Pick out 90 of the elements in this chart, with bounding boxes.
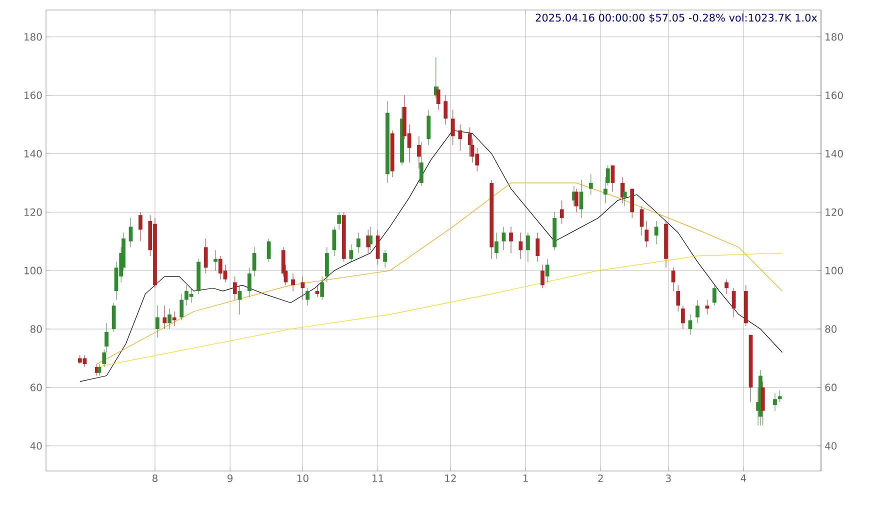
y2-tick-label: 120 bbox=[24, 208, 42, 216]
y-tick-label: 100 bbox=[826, 266, 843, 274]
candlestick bbox=[681, 305, 685, 330]
candlestick bbox=[252, 246, 256, 277]
y-tick-label: 160 bbox=[826, 92, 843, 100]
candlestick bbox=[536, 232, 540, 262]
candlestick bbox=[180, 294, 184, 321]
candlestick bbox=[325, 246, 329, 283]
candlestick bbox=[509, 226, 513, 254]
candlestick bbox=[315, 284, 320, 298]
line-series bbox=[96, 182, 783, 364]
candlestick bbox=[560, 200, 564, 224]
candlestick bbox=[778, 390, 782, 402]
y2-tick-label: 180 bbox=[24, 33, 42, 41]
x-tick-label: 12 bbox=[445, 474, 456, 482]
candlestick bbox=[696, 300, 700, 324]
candlestick bbox=[526, 232, 530, 262]
candlestick bbox=[579, 180, 584, 218]
x-tick-label: 8 bbox=[152, 474, 158, 482]
candlestick bbox=[248, 267, 252, 298]
y2-tick-label: 140 bbox=[24, 150, 42, 158]
candlestick bbox=[458, 124, 462, 152]
candlestick bbox=[712, 284, 716, 306]
candlestick bbox=[368, 226, 372, 250]
candlestick bbox=[630, 188, 634, 218]
candlestick bbox=[266, 238, 271, 262]
candlestick bbox=[724, 279, 728, 294]
candlestick bbox=[426, 110, 431, 146]
x-tick-label: 1 bbox=[523, 474, 528, 482]
candlestick bbox=[676, 284, 680, 312]
candlestick bbox=[705, 300, 710, 315]
candlestick bbox=[214, 250, 218, 271]
candlestick bbox=[155, 305, 160, 338]
candlestick bbox=[383, 250, 388, 268]
candlestick bbox=[291, 273, 295, 292]
candlestick bbox=[97, 364, 102, 376]
candlestick bbox=[332, 226, 336, 256]
candlestick bbox=[238, 284, 242, 315]
candlestick bbox=[376, 229, 380, 265]
candlestick bbox=[349, 244, 354, 262]
candlestick bbox=[654, 220, 658, 245]
candlestick bbox=[494, 232, 498, 260]
candlestick bbox=[574, 188, 578, 212]
candlestick bbox=[337, 212, 341, 230]
y-tick-label: 80 bbox=[825, 325, 837, 333]
candlestick bbox=[436, 86, 440, 110]
candlestick bbox=[417, 136, 421, 169]
x-tick-label: 9 bbox=[228, 474, 233, 482]
y-tick-label: 120 bbox=[826, 208, 843, 216]
candlestick bbox=[112, 302, 116, 332]
candlestick bbox=[773, 393, 777, 412]
candlestick bbox=[622, 182, 627, 207]
y2-tick-label: 60 bbox=[30, 384, 42, 392]
y-tick-label: 40 bbox=[825, 442, 837, 450]
y-tick-label: 60 bbox=[825, 384, 837, 392]
y2-tick-label: 100 bbox=[24, 266, 42, 274]
candlestick bbox=[419, 142, 424, 186]
candlestick bbox=[644, 220, 649, 248]
x-tick-label: 4 bbox=[740, 474, 746, 482]
candlestick bbox=[232, 276, 237, 300]
candlestick bbox=[356, 232, 360, 254]
candlestick bbox=[640, 206, 644, 236]
y2-tick-label: 40 bbox=[30, 442, 42, 450]
candlestick bbox=[502, 226, 506, 250]
candlestick bbox=[610, 165, 615, 192]
y2-tick-label: 80 bbox=[30, 325, 42, 333]
candlestick bbox=[168, 308, 172, 330]
candlestick bbox=[138, 212, 142, 242]
candlestick bbox=[671, 267, 676, 292]
candlestick bbox=[204, 238, 208, 274]
candlestick bbox=[588, 174, 593, 195]
x-tick-label: 2 bbox=[598, 474, 603, 482]
candlestick bbox=[732, 288, 736, 318]
chart-title: 2025.04.16 00:00:00 $57.05 -0.28% vol:1023.7K 1.0x bbox=[536, 14, 818, 24]
x-tick-label: 10 bbox=[297, 474, 308, 482]
y-tick-label: 180 bbox=[826, 33, 843, 41]
candlestick bbox=[545, 258, 550, 283]
candlestick bbox=[172, 311, 176, 326]
y2-tick-label: 160 bbox=[24, 92, 42, 100]
candlestick bbox=[760, 381, 765, 426]
y-tick-label: 140 bbox=[826, 150, 843, 158]
candlestick bbox=[540, 264, 544, 288]
candlestick bbox=[128, 218, 133, 248]
candlestick bbox=[450, 110, 455, 146]
candlestick bbox=[444, 95, 448, 125]
x-tick-label: 11 bbox=[372, 474, 384, 482]
x-tick-label: 3 bbox=[666, 474, 671, 482]
candlestick bbox=[162, 305, 167, 330]
candlestick bbox=[320, 276, 324, 300]
candlestick bbox=[306, 288, 310, 306]
